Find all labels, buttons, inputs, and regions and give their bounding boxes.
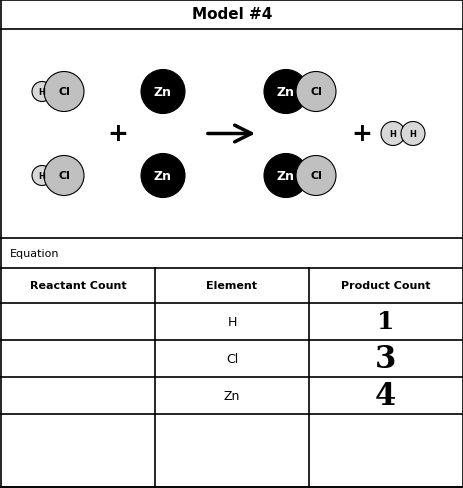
Text: +: +: [107, 122, 128, 146]
Text: 1: 1: [376, 310, 394, 334]
Text: H: H: [227, 315, 236, 328]
Text: Zn: Zn: [154, 86, 172, 99]
Circle shape: [44, 156, 84, 196]
Text: Cl: Cl: [58, 87, 70, 97]
Text: Element: Element: [206, 281, 257, 291]
Circle shape: [141, 70, 185, 114]
Text: Equation: Equation: [10, 248, 59, 259]
Circle shape: [32, 166, 52, 186]
Text: Zn: Zn: [276, 86, 294, 99]
Circle shape: [400, 122, 424, 146]
Text: 3: 3: [374, 343, 395, 374]
Text: Product Count: Product Count: [340, 281, 429, 291]
Text: +: +: [351, 122, 372, 146]
Circle shape: [44, 72, 84, 112]
Circle shape: [380, 122, 404, 146]
Circle shape: [141, 154, 185, 198]
Text: Zn: Zn: [154, 170, 172, 183]
Circle shape: [263, 70, 307, 114]
Circle shape: [295, 72, 335, 112]
Circle shape: [263, 154, 307, 198]
Text: Cl: Cl: [225, 352, 238, 365]
Text: Cl: Cl: [309, 171, 321, 181]
Text: 4: 4: [374, 380, 395, 411]
Text: Zn: Zn: [223, 389, 240, 402]
Text: Zn: Zn: [276, 170, 294, 183]
Text: H: H: [409, 130, 415, 139]
Text: Cl: Cl: [58, 171, 70, 181]
Text: H: H: [389, 130, 395, 139]
Text: H: H: [38, 172, 45, 181]
Text: H: H: [38, 88, 45, 97]
Circle shape: [295, 156, 335, 196]
Text: Model #4: Model #4: [191, 7, 272, 22]
Text: Cl: Cl: [309, 87, 321, 97]
Circle shape: [32, 82, 52, 102]
Text: Reactant Count: Reactant Count: [30, 281, 126, 291]
